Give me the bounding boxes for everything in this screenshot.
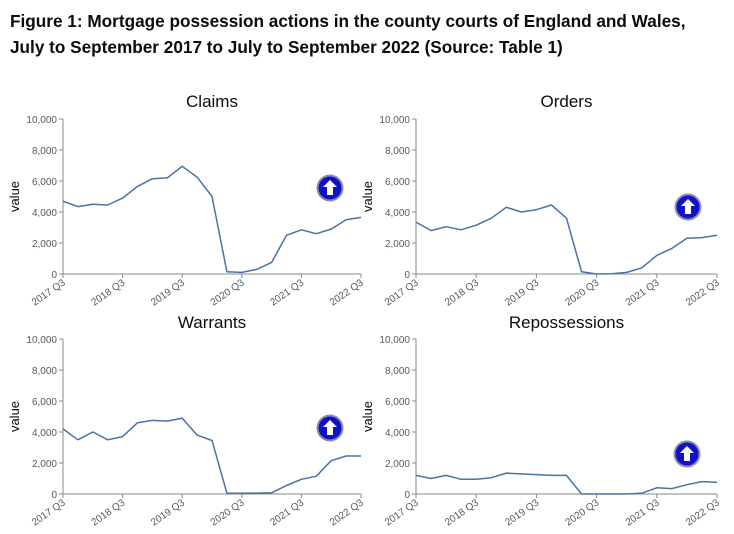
y-tick-label: 2,000	[32, 459, 57, 470]
x-tick-label: 2017 Q3	[30, 277, 68, 308]
panel-title: Orders	[541, 92, 593, 111]
panel-title: Repossessions	[509, 313, 624, 332]
y-axis-label: value	[360, 181, 375, 212]
x-tick-label: 2020 Q3	[209, 277, 247, 308]
y-tick-label: 0	[404, 270, 410, 281]
panel-repossessions: Repossessions value 0 2,000 4,000 6,000 8,000 1…	[360, 313, 722, 528]
y-tick-label: 8,000	[385, 366, 410, 377]
y-tick-label: 0	[404, 490, 410, 501]
x-tick-label: 2022 Q3	[328, 277, 366, 308]
y-tick-label: 2,000	[385, 459, 410, 470]
badge-arrow	[323, 180, 337, 195]
y-tick-label: 4,000	[385, 428, 410, 439]
figure-title: Figure 1: Mortgage possession actions in…	[10, 8, 726, 60]
x-tick-label: 2020 Q3	[564, 277, 602, 308]
y-tick-label: 10,000	[26, 115, 57, 126]
y-axis-label: value	[360, 401, 375, 432]
y-tick-label: 0	[51, 490, 57, 501]
x-tick-label: 2018 Q3	[443, 277, 481, 308]
series-line-warrants	[62, 417, 361, 494]
series-line-repossessions	[415, 472, 718, 495]
y-tick-label: 8,000	[385, 146, 410, 157]
x-tick-label: 2019 Q3	[149, 277, 187, 308]
y-tick-label: 10,000	[379, 115, 410, 126]
x-tick-label: 2019 Q3	[149, 497, 187, 528]
y-tick-label: 6,000	[385, 177, 410, 188]
figure-title-line-1: Figure 1: Mortgage possession actions in…	[10, 11, 686, 31]
x-tick-label: 2021 Q3	[624, 497, 662, 528]
x-tick-label: 2022 Q3	[328, 497, 366, 528]
panel-title: Warrants	[178, 313, 246, 332]
y-tick-label: 6,000	[32, 397, 57, 408]
badge-arrow	[680, 446, 694, 461]
x-tick-label: 2017 Q3	[383, 277, 421, 308]
y-axis-label: value	[7, 181, 22, 212]
series-line-claims	[62, 165, 362, 274]
y-tick-label: 4,000	[385, 208, 410, 219]
y-tick-label: 2,000	[385, 239, 410, 250]
series-line-orders	[415, 204, 718, 275]
up-arrow-icon	[316, 174, 344, 202]
y-tick-label: 8,000	[32, 366, 57, 377]
x-tick-label: 2020 Q3	[564, 497, 602, 528]
y-tick-label: 10,000	[379, 335, 410, 346]
x-tick-label: 2021 Q3	[268, 497, 306, 528]
y-tick-label: 6,000	[32, 177, 57, 188]
y-axis-label: value	[7, 401, 22, 432]
x-tick-label: 2018 Q3	[443, 497, 481, 528]
x-tick-label: 2020 Q3	[209, 497, 247, 528]
panel-title: Claims	[186, 92, 238, 111]
y-tick-label: 2,000	[32, 239, 57, 250]
x-tick-label: 2019 Q3	[503, 277, 541, 308]
panel-warrants: Warrants value 0 2,000 4,000 6,000 8,000 10,000…	[7, 313, 366, 528]
panel-orders: Orders value 0 2,000 4,000 6,000 8,000 10,000 20…	[360, 92, 722, 308]
y-tick-label: 6,000	[385, 397, 410, 408]
y-tick-label: 8,000	[32, 146, 57, 157]
badge-arrow	[681, 199, 695, 214]
x-tick-label: 2019 Q3	[503, 497, 541, 528]
up-arrow-icon	[673, 440, 701, 468]
x-tick-label: 2018 Q3	[90, 277, 128, 308]
x-tick-label: 2022 Q3	[684, 497, 722, 528]
y-tick-label: 0	[51, 270, 57, 281]
x-tick-label: 2021 Q3	[268, 277, 306, 308]
figure-title-line-2: July to September 2017 to July to Septem…	[10, 37, 563, 57]
up-arrow-icon	[316, 414, 344, 442]
y-tick-label: 4,000	[32, 428, 57, 439]
panel-claims: Claims value 0 2,000 4,000 6,000 8,000 10,000 20…	[7, 92, 366, 308]
x-tick-label: 2018 Q3	[90, 497, 128, 528]
up-arrow-icon	[674, 193, 702, 221]
x-tick-label: 2017 Q3	[383, 497, 421, 528]
x-tick-label: 2022 Q3	[684, 277, 722, 308]
badge-arrow	[323, 420, 337, 435]
y-tick-label: 10,000	[26, 335, 57, 346]
x-tick-label: 2017 Q3	[30, 497, 68, 528]
y-tick-label: 4,000	[32, 208, 57, 219]
x-tick-label: 2021 Q3	[624, 277, 662, 308]
